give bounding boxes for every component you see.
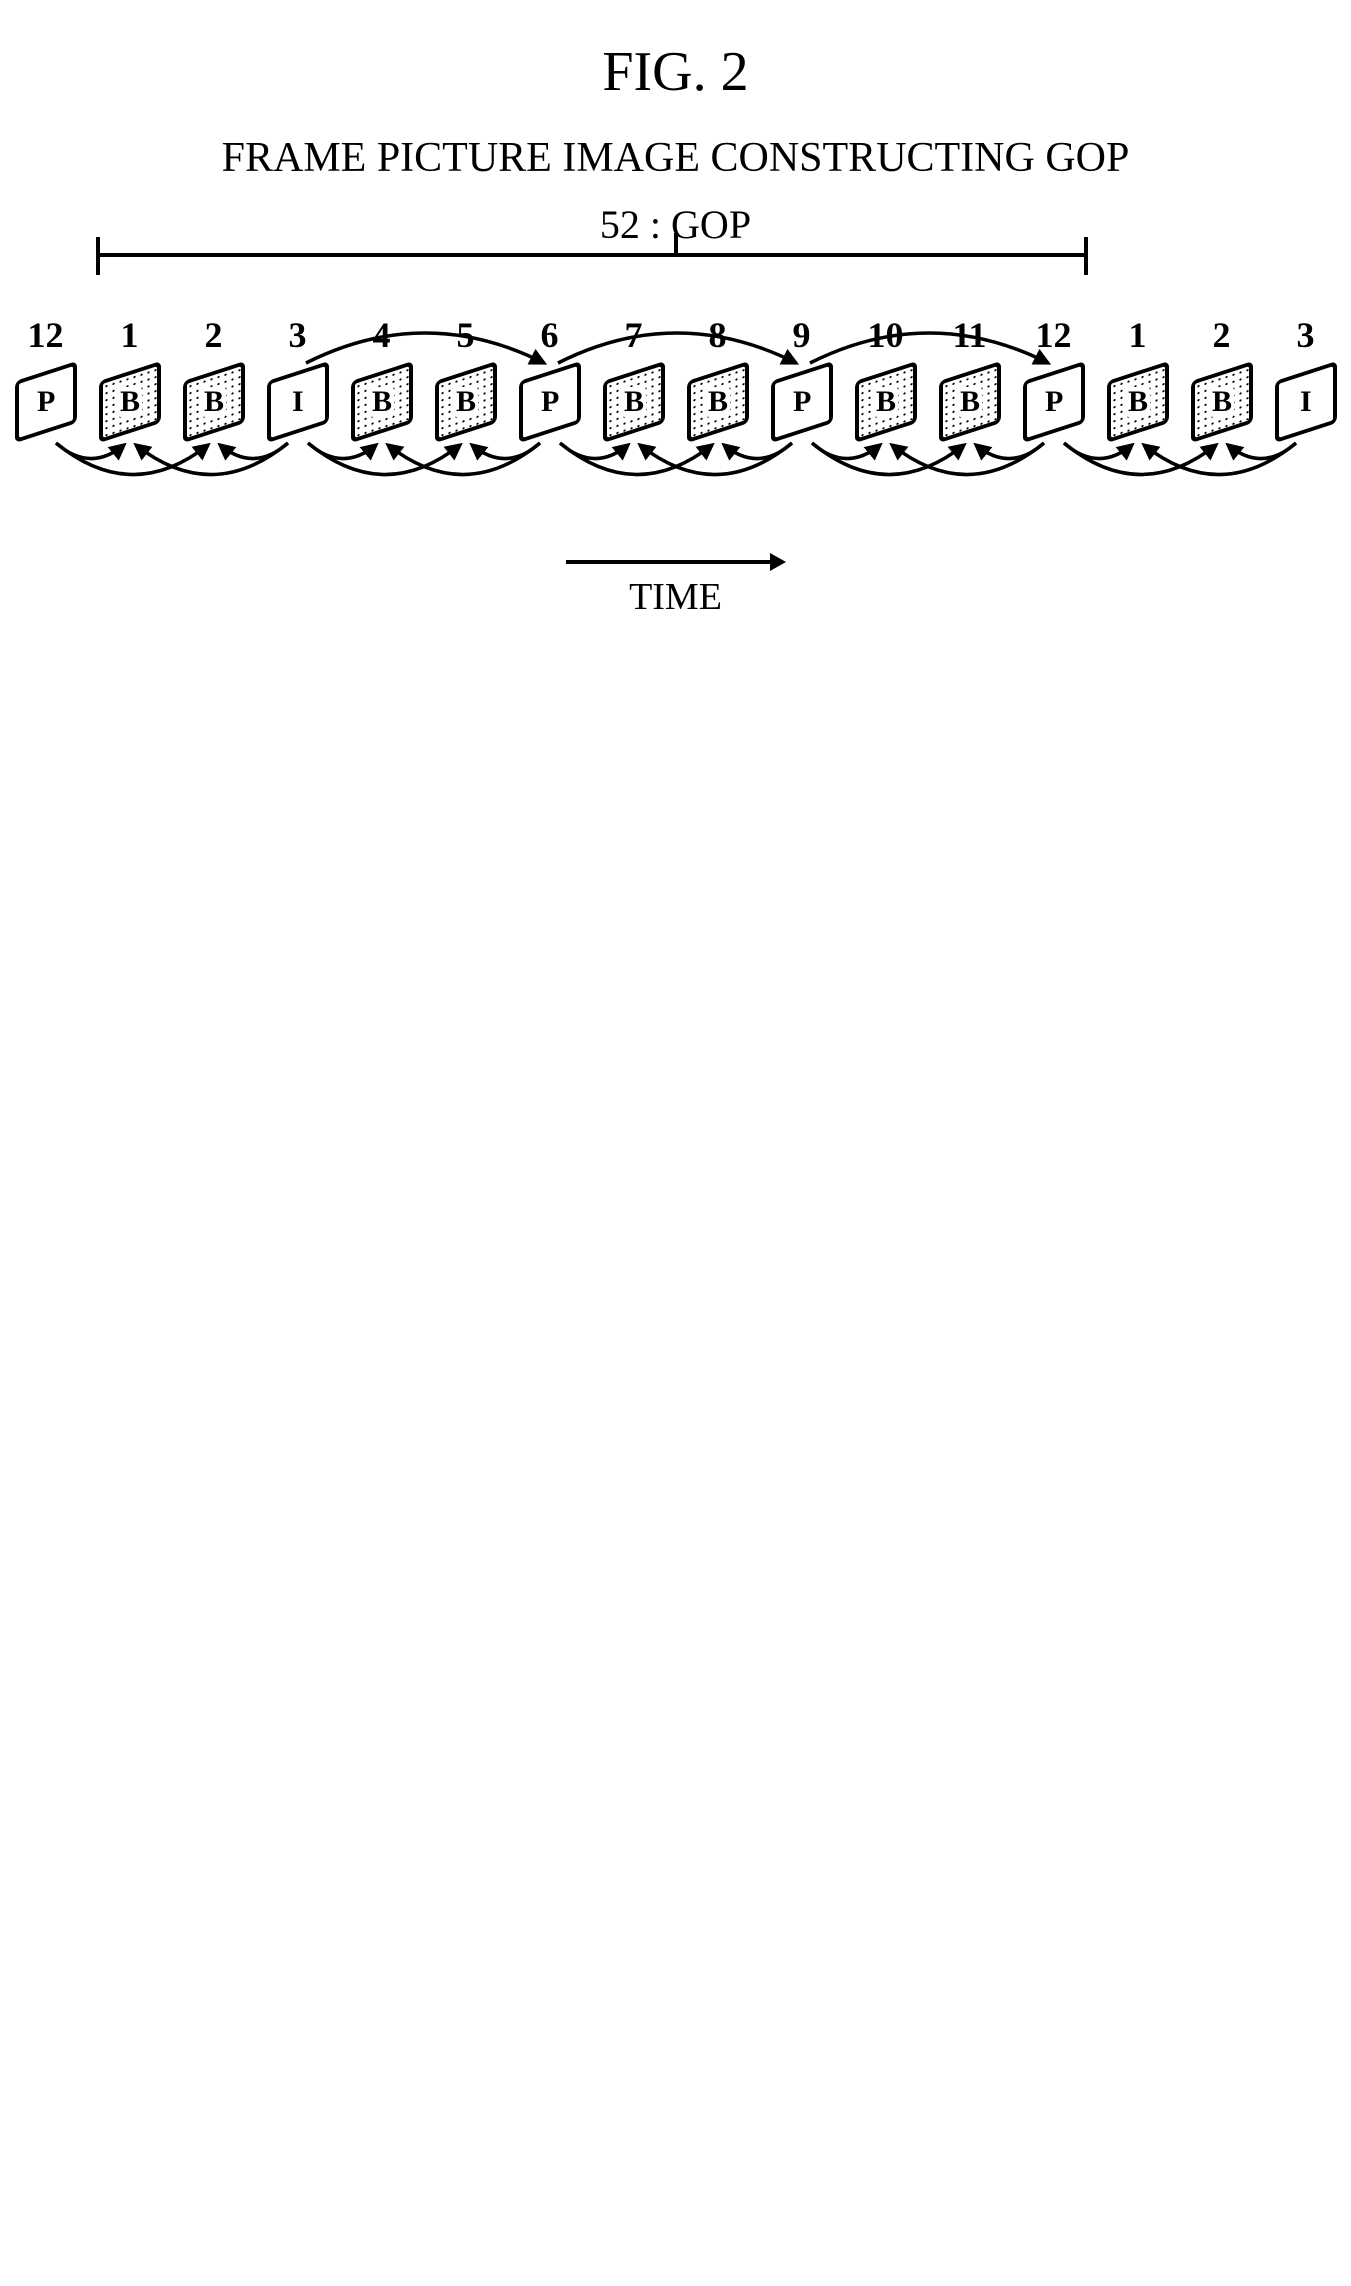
frame-tile: B — [435, 361, 497, 443]
frame-tile: B — [939, 361, 1001, 443]
frame-number: 6 — [541, 317, 559, 353]
frame-column: 11 B — [929, 317, 1011, 447]
frame-number: 2 — [1213, 317, 1231, 353]
frame-tile: B — [99, 361, 161, 443]
frame-tile-wrap: B — [1181, 357, 1263, 447]
figure-subtitle: FRAME PICTURE IMAGE CONSTRUCTING GOP — [26, 134, 1326, 182]
frame-tile: B — [1107, 361, 1169, 443]
frame-column: 1B — [1097, 317, 1179, 447]
frame-column: 4B — [341, 317, 423, 447]
frame-number: 10 — [868, 317, 904, 353]
frame-tile-wrap: B — [593, 357, 675, 447]
frame-number: 1 — [121, 317, 139, 353]
frame-type-label: B — [369, 387, 393, 417]
frame-number: 1 — [1129, 317, 1147, 353]
frame-column: 3I — [257, 317, 339, 447]
frame-type-label: B — [1209, 387, 1233, 417]
figure-page: FIG. 2 FRAME PICTURE IMAGE CONSTRUCTING … — [26, 40, 1326, 619]
frame-column: 10 B — [845, 317, 927, 447]
frame-tile-wrap: B — [425, 357, 507, 447]
frame-number: 2 — [205, 317, 223, 353]
frame-tile: I — [1275, 361, 1337, 443]
frame-tile: I — [267, 361, 329, 443]
frame-tile: P — [771, 361, 833, 443]
frame-tile: B — [687, 361, 749, 443]
frame-number: 7 — [625, 317, 643, 353]
gop-span-indicator: 52 : GOP — [26, 207, 1326, 297]
frame-tile: P — [15, 361, 77, 443]
gop-extent-line — [96, 253, 1088, 257]
frame-type-label: P — [790, 387, 812, 417]
frame-number: 3 — [289, 317, 307, 353]
frame-tile-wrap: P — [509, 357, 591, 447]
frame-tile-wrap: B — [1097, 357, 1179, 447]
frame-type-label: B — [705, 387, 729, 417]
frame-type-label: B — [117, 387, 141, 417]
frame-tile: B — [603, 361, 665, 443]
frame-tile: B — [855, 361, 917, 443]
frames-row: 12P1B2B3I4B5B6P7B8B9P10B11B12P1B2B3I — [26, 307, 1326, 447]
frame-tile: B — [351, 361, 413, 443]
time-arrow — [566, 557, 786, 567]
frame-number: 12 — [28, 317, 64, 353]
frame-type-label: B — [453, 387, 477, 417]
frame-column: 12 P — [5, 317, 87, 447]
frame-tile-wrap: P — [5, 357, 87, 447]
frame-tile: B — [183, 361, 245, 443]
frames-container: 12P1B2B3I4B5B6P7B8B9P10B11B12P1B2B3I — [26, 307, 1326, 447]
frame-tile-wrap: B — [89, 357, 171, 447]
frame-column: 8B — [677, 317, 759, 447]
gop-extent-cap-right — [1084, 237, 1088, 275]
frame-tile: P — [1023, 361, 1085, 443]
frame-type-label: B — [957, 387, 981, 417]
frame-column: 2B — [1181, 317, 1263, 447]
frame-number: 5 — [457, 317, 475, 353]
time-label: TIME — [629, 575, 722, 619]
frame-number: 8 — [709, 317, 727, 353]
frame-number: 9 — [793, 317, 811, 353]
time-arrow-head-icon — [770, 553, 786, 571]
frame-type-label: I — [290, 387, 306, 417]
frame-column: 7B — [593, 317, 675, 447]
frame-type-label: I — [1298, 387, 1314, 417]
figure-title: FIG. 2 — [26, 40, 1326, 104]
time-arrow-line — [566, 560, 772, 564]
frame-type-label: P — [1042, 387, 1064, 417]
frame-column: 9P — [761, 317, 843, 447]
frame-type-label: B — [873, 387, 897, 417]
time-axis: TIME — [26, 557, 1326, 619]
gop-extent-cap-left — [96, 237, 100, 275]
frame-type-label: B — [621, 387, 645, 417]
frame-tile-wrap: B — [845, 357, 927, 447]
frame-tile-wrap: P — [1013, 357, 1095, 447]
frame-type-label: B — [201, 387, 225, 417]
frame-type-label: P — [34, 387, 56, 417]
frame-tile-wrap: P — [761, 357, 843, 447]
frame-column: 1B — [89, 317, 171, 447]
frame-column: 6P — [509, 317, 591, 447]
frame-tile-wrap: B — [341, 357, 423, 447]
frame-column: 2B — [173, 317, 255, 447]
frame-type-label: P — [538, 387, 560, 417]
frame-number: 11 — [952, 317, 986, 353]
frame-number: 3 — [1297, 317, 1315, 353]
frame-type-label: B — [1125, 387, 1149, 417]
frame-tile-wrap: I — [1265, 357, 1347, 447]
frame-tile: B — [1191, 361, 1253, 443]
frame-tile-wrap: B — [677, 357, 759, 447]
frame-tile-wrap: I — [257, 357, 339, 447]
frame-number: 12 — [1036, 317, 1072, 353]
frame-tile-wrap: B — [929, 357, 1011, 447]
frame-column: 5B — [425, 317, 507, 447]
frame-tile-wrap: B — [173, 357, 255, 447]
frame-column: 3I — [1265, 317, 1347, 447]
frame-column: 12 P — [1013, 317, 1095, 447]
frame-number: 4 — [373, 317, 391, 353]
frame-tile: P — [519, 361, 581, 443]
